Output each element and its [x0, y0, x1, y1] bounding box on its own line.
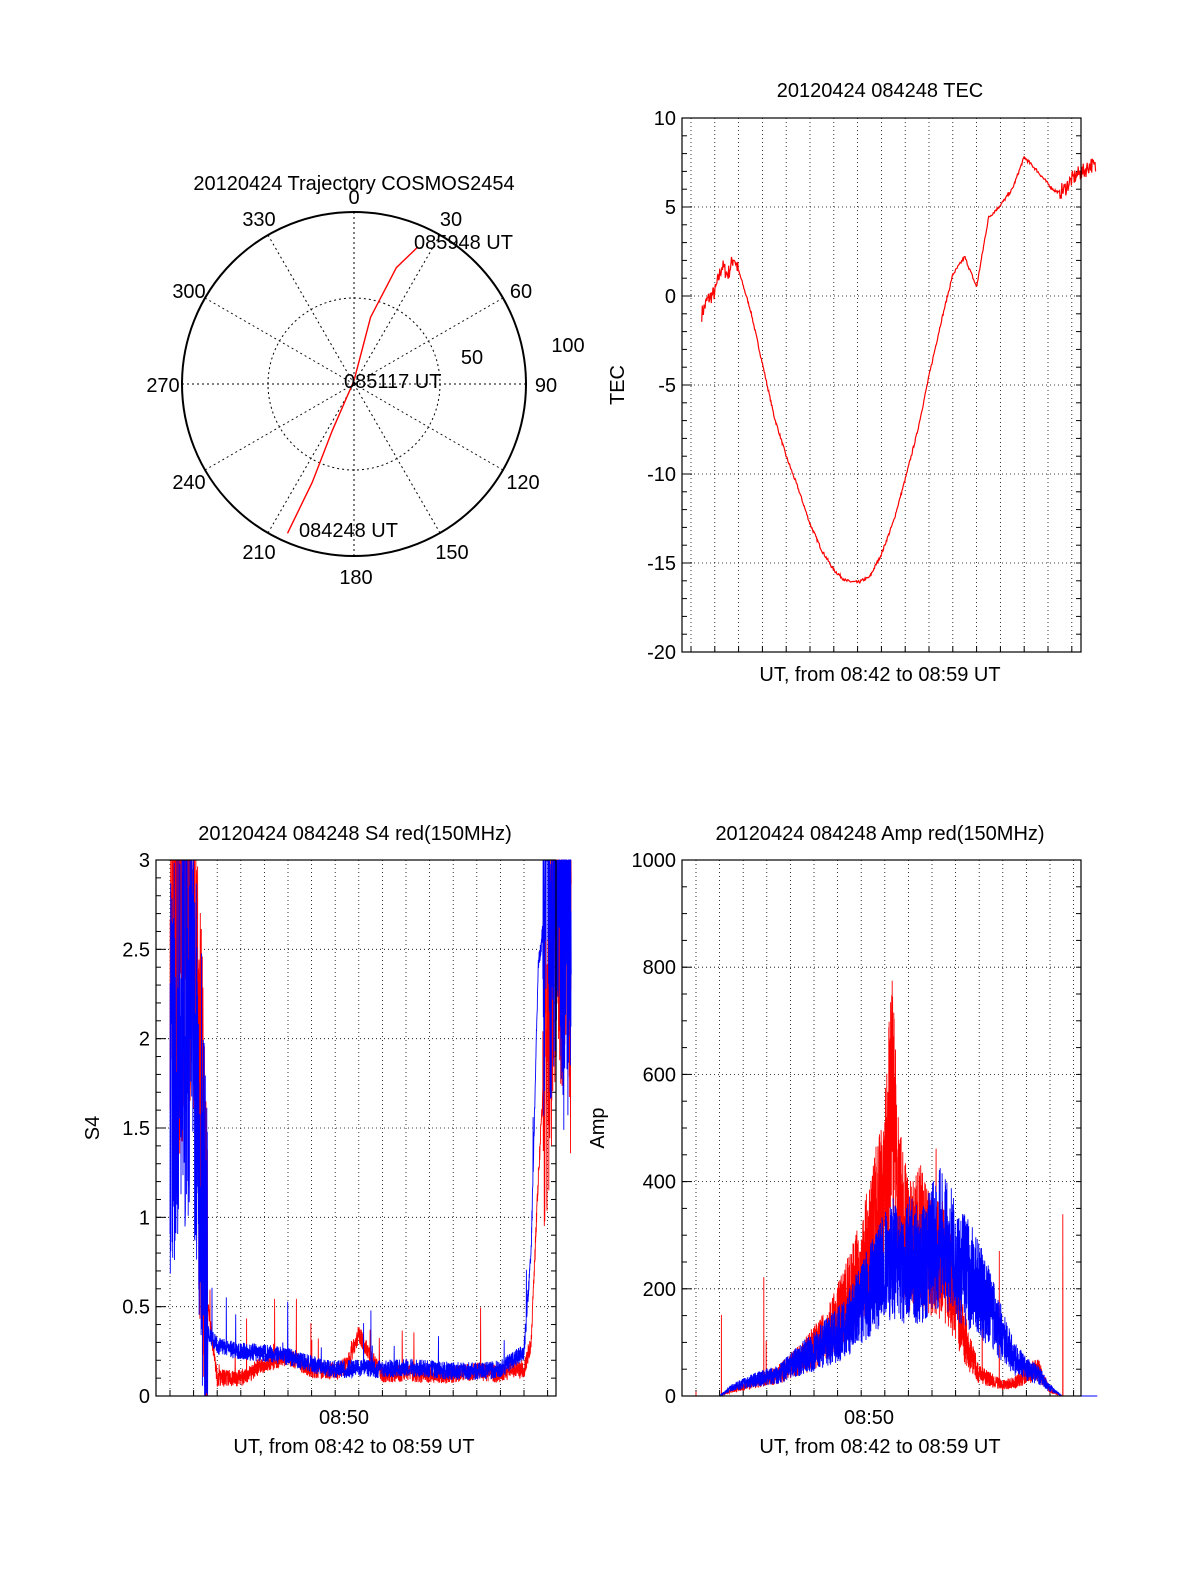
s4-chart: 20120424 084248 S4 red(150MHz) 3 2.5 2 1.5 1…: [82, 823, 572, 1458]
amp-y-tick-labels: 1000 800 600 400 200 0: [632, 850, 677, 1408]
polar-spoke: [353, 234, 441, 385]
polar-azimuth-label: 90: [535, 375, 557, 397]
amp-title: 20120424 084248 Amp red(150MHz): [715, 823, 1044, 845]
tec-grid: [682, 117, 1081, 653]
amp-series-group: [695, 980, 1098, 1398]
polar-azimuth-label: 150: [435, 542, 468, 564]
tec-y-tick-label: -20: [647, 642, 676, 664]
s4-y-tick-label: 0.5: [122, 1297, 150, 1319]
polar-azimuth-label: 210: [242, 542, 275, 564]
s4-y-tick-label: 1: [139, 1207, 150, 1229]
polar-azimuth-label: 60: [510, 281, 532, 303]
tec-series-group: [701, 155, 1097, 584]
tec-x-axis-label: UT, from 08:42 to 08:59 UT: [759, 664, 1000, 686]
polar-azimuth-label: 120: [506, 472, 539, 494]
amp-series-blue: [696, 1168, 1098, 1398]
tec-y-axis-label: TEC: [607, 365, 629, 405]
s4-x-tick-label-0850: 08:50: [319, 1407, 369, 1429]
s4-y-tick-label: 0: [139, 1386, 150, 1408]
s4-series-blue: [169, 859, 572, 1397]
s4-x-axis-label: UT, from 08:42 to 08:59 UT: [233, 1436, 474, 1458]
s4-y-tick-labels: 3 2.5 2 1.5 1 0.5 0: [122, 850, 150, 1408]
amp-grid: [682, 859, 1081, 1397]
s4-y-tick-label: 2: [139, 1029, 150, 1051]
tec-y-tick-label: -15: [647, 553, 676, 575]
amp-y-tick-label: 800: [643, 957, 676, 979]
polar-spoke: [267, 234, 355, 385]
polar-spoke: [353, 297, 504, 385]
tec-y-tick-label: 0: [665, 286, 676, 308]
polar-azimuth-label: 30: [440, 209, 462, 231]
tec-y-tick-label: 10: [654, 108, 676, 130]
amp-y-tick-label: 200: [643, 1279, 676, 1301]
polar-spoke: [353, 383, 504, 471]
tec-plot-frame: [681, 117, 1082, 653]
amp-y-tick-label: 0: [665, 1386, 676, 1408]
amp-x-axis-label: UT, from 08:42 to 08:59 UT: [759, 1436, 1000, 1458]
polar-azimuth-label: 270: [146, 375, 179, 397]
polar-radial-label-50: 50: [461, 347, 483, 369]
polar-spoke: [204, 383, 355, 471]
tec-y-tick-label: 5: [665, 197, 676, 219]
s4-y-tick-label: 1.5: [122, 1118, 150, 1140]
s4-y-tick-label: 2.5: [122, 939, 150, 961]
polar-azimuth-label: 300: [172, 281, 205, 303]
tec-y-tick-label: -5: [658, 375, 676, 397]
polar-grid: [181, 211, 527, 557]
polar-annotation-start: 084248 UT: [299, 520, 398, 542]
tec-y-tick-labels: 10 5 0 -5 -10 -15 -20: [647, 108, 676, 664]
polar-azimuth-labels: 0 30 60 90 120 150 180 210 240 270 300 330: [146, 187, 557, 589]
polar-spoke: [353, 383, 441, 534]
polar-azimuth-label: 240: [172, 472, 205, 494]
amp-chart: 20120424 084248 Amp red(150MHz) 1000 800 6…: [587, 823, 1098, 1458]
s4-plot-frame: [155, 859, 557, 1397]
polar-spoke: [204, 297, 355, 385]
amp-y-tick-label: 1000: [632, 850, 677, 872]
amp-y-tick-label: 400: [643, 1172, 676, 1194]
polar-azimuth-label: 180: [339, 567, 372, 589]
tec-y-tick-label: -10: [647, 464, 676, 486]
s4-series-group: [169, 859, 572, 1397]
polar-radial-label-100: 100: [551, 335, 584, 357]
s4-y-tick-label: 3: [139, 850, 150, 872]
amp-y-tick-label: 600: [643, 1064, 676, 1086]
polar-chart: 20120424 Trajectory COSMOS2454 0 30 60 90 12…: [146, 173, 584, 589]
polar-title: 20120424 Trajectory COSMOS2454: [193, 173, 514, 195]
tec-title: 20120424 084248 TEC: [777, 80, 983, 102]
polar-annotation-end: 085948 UT: [414, 232, 513, 254]
s4-title: 20120424 084248 S4 red(150MHz): [198, 823, 512, 845]
amp-plot-frame: [681, 859, 1082, 1397]
amp-x-tick-label-0850: 08:50: [844, 1407, 894, 1429]
amp-y-axis-label: Amp: [587, 1107, 609, 1148]
tec-series-red: [701, 155, 1097, 584]
s4-y-axis-label: S4: [82, 1116, 104, 1140]
polar-trajectory-line: [286, 246, 419, 534]
polar-azimuth-label: 330: [242, 209, 275, 231]
polar-spoke: [267, 383, 355, 534]
polar-azimuth-label: 0: [348, 187, 359, 209]
polar-annotation-mid: 085117 UT: [344, 371, 441, 393]
